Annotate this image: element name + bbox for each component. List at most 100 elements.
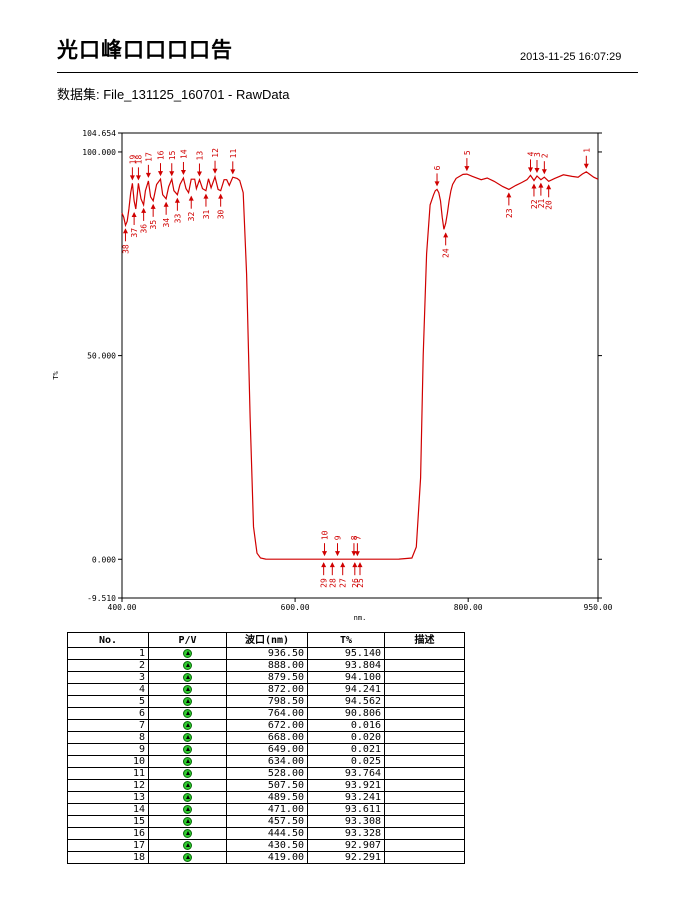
row-pv bbox=[148, 827, 227, 840]
row-pv bbox=[148, 659, 227, 672]
peak-marker-label: 4 bbox=[526, 151, 535, 156]
peak-up-icon bbox=[183, 828, 192, 838]
valley-marker-arrow bbox=[329, 562, 335, 568]
col-transmittance: T% bbox=[307, 632, 385, 648]
peak-up-icon bbox=[183, 708, 192, 718]
y-tick-label: -9.510 bbox=[87, 594, 116, 603]
row-description bbox=[384, 755, 465, 768]
peak-marker-arrow bbox=[534, 167, 540, 173]
table-row: 15 457.50 93.308 bbox=[67, 815, 465, 828]
col-pv: P/V bbox=[148, 632, 227, 648]
row-pv bbox=[148, 695, 227, 708]
row-no: 8 bbox=[67, 731, 149, 744]
table-row: 10 634.00 0.025 bbox=[67, 755, 465, 768]
row-description bbox=[384, 827, 465, 840]
peak-marker-label: 13 bbox=[195, 151, 204, 161]
row-no: 6 bbox=[67, 707, 149, 720]
peak-marker-arrow bbox=[230, 169, 236, 175]
peak-up-icon bbox=[183, 720, 192, 730]
x-tick-label: 800.00 bbox=[454, 603, 483, 612]
peak-up-icon bbox=[183, 660, 192, 670]
peak-marker-arrow bbox=[129, 175, 135, 181]
row-description bbox=[384, 647, 465, 660]
row-pv bbox=[148, 755, 227, 768]
peak-marker-arrow bbox=[180, 169, 186, 175]
valley-marker-label: 35 bbox=[149, 220, 158, 230]
peak-up-icon bbox=[183, 648, 192, 658]
row-wavelength: 672.00 bbox=[226, 719, 308, 732]
valley-marker-label: 26 bbox=[351, 578, 360, 588]
valley-marker-arrow bbox=[131, 211, 137, 217]
table-row: 16 444.50 93.328 bbox=[67, 827, 465, 840]
row-transmittance: 93.804 bbox=[307, 659, 385, 672]
row-description bbox=[384, 839, 465, 852]
row-wavelength: 668.00 bbox=[226, 731, 308, 744]
peak-up-icon bbox=[183, 792, 192, 802]
dataset-label: 数据集: File_131125_160701 - RawData bbox=[57, 87, 290, 102]
row-no: 11 bbox=[67, 767, 149, 780]
peak-up-icon bbox=[183, 696, 192, 706]
row-pv bbox=[148, 803, 227, 816]
header-divider bbox=[57, 72, 638, 73]
valley-marker-arrow bbox=[141, 207, 147, 213]
row-pv bbox=[148, 647, 227, 660]
row-pv bbox=[148, 839, 227, 852]
row-transmittance: 93.764 bbox=[307, 767, 385, 780]
row-no: 12 bbox=[67, 779, 149, 792]
valley-marker-label: 27 bbox=[339, 578, 348, 588]
peak-marker-arrow bbox=[135, 175, 141, 181]
row-no: 15 bbox=[67, 815, 149, 828]
peak-marker-arrow bbox=[322, 551, 328, 557]
row-no: 18 bbox=[67, 851, 149, 864]
row-pv bbox=[148, 731, 227, 744]
row-no: 7 bbox=[67, 719, 149, 732]
valley-marker-arrow bbox=[506, 192, 512, 198]
table-row: 3 879.50 94.100 bbox=[67, 671, 465, 684]
report-timestamp: 2013-11-25 16:07:29 bbox=[520, 51, 622, 63]
valley-marker-label: 23 bbox=[505, 208, 514, 218]
row-pv bbox=[148, 791, 227, 804]
y-tick-label: 0.000 bbox=[92, 555, 116, 564]
peak-marker-arrow bbox=[354, 551, 360, 557]
peak-marker-arrow bbox=[351, 551, 357, 557]
peak-marker-label: 2 bbox=[540, 153, 549, 158]
row-transmittance: 0.021 bbox=[307, 743, 385, 756]
peak-marker-arrow bbox=[334, 551, 340, 557]
row-description bbox=[384, 659, 465, 672]
row-pv bbox=[148, 743, 227, 756]
row-transmittance: 0.020 bbox=[307, 731, 385, 744]
valley-marker-label: 36 bbox=[140, 224, 149, 234]
row-transmittance: 93.921 bbox=[307, 779, 385, 792]
row-no: 17 bbox=[67, 839, 149, 852]
row-description bbox=[384, 683, 465, 696]
row-transmittance: 93.308 bbox=[307, 815, 385, 828]
row-wavelength: 471.00 bbox=[226, 803, 308, 816]
table-row: 7 672.00 0.016 bbox=[67, 719, 465, 732]
valley-marker-arrow bbox=[150, 203, 156, 209]
valley-marker-arrow bbox=[538, 182, 544, 188]
peak-marker-label: 8 bbox=[350, 535, 359, 540]
row-description bbox=[384, 695, 465, 708]
peak-marker-arrow bbox=[169, 171, 175, 177]
row-no: 4 bbox=[67, 683, 149, 696]
row-description bbox=[384, 815, 465, 828]
row-transmittance: 94.241 bbox=[307, 683, 385, 696]
peak-up-icon bbox=[183, 684, 192, 694]
row-description bbox=[384, 719, 465, 732]
peak-marker-arrow bbox=[583, 163, 589, 169]
peak-up-icon bbox=[183, 744, 192, 754]
peak-up-icon bbox=[183, 780, 192, 790]
table-row: 18 419.00 92.291 bbox=[67, 851, 465, 864]
valley-marker-label: 25 bbox=[356, 578, 365, 588]
row-pv bbox=[148, 767, 227, 780]
row-wavelength: 489.50 bbox=[226, 791, 308, 804]
valley-marker-arrow bbox=[321, 562, 327, 568]
row-description bbox=[384, 767, 465, 780]
table-row: 5 798.50 94.562 bbox=[67, 695, 465, 708]
row-transmittance: 94.562 bbox=[307, 695, 385, 708]
row-transmittance: 93.241 bbox=[307, 791, 385, 804]
peak-marker-label: 1 bbox=[582, 148, 591, 153]
valley-marker-label: 32 bbox=[187, 212, 196, 222]
valley-marker-label: 38 bbox=[121, 244, 130, 254]
